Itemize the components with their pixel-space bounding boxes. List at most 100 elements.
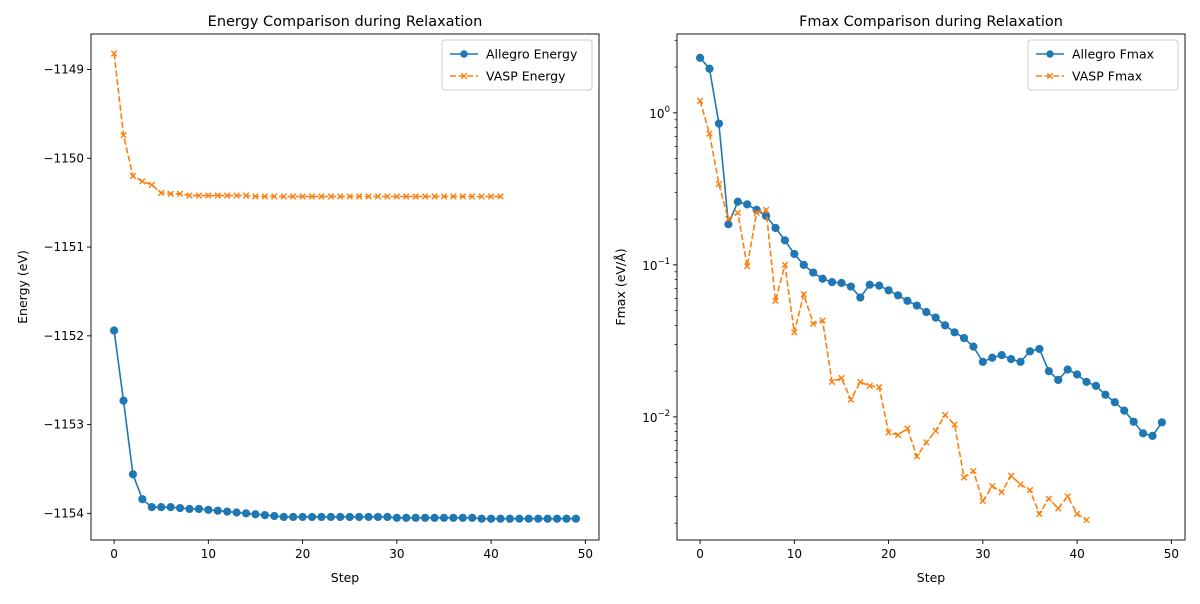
data-point: [562, 514, 571, 523]
data-point: [1129, 417, 1138, 426]
data-point: [139, 178, 146, 185]
chart-2: Fmax Comparison during Relaxation 0 10 20 30…: [613, 14, 1186, 585]
data-point: [271, 193, 278, 200]
data-point: [128, 470, 138, 479]
data-point: [355, 193, 363, 200]
data-point: [496, 514, 505, 523]
data-point: [884, 286, 893, 295]
x-tick-label: 10: [787, 547, 802, 561]
data-point: [298, 512, 307, 522]
data-point: [1017, 481, 1024, 488]
data-point: [865, 280, 874, 289]
y-tick-label: −1150: [43, 151, 84, 165]
data-point: [336, 512, 345, 522]
axes-frame: [90, 33, 600, 541]
data-point: [1157, 418, 1167, 427]
data-point: [1064, 493, 1071, 500]
data-point: [866, 382, 874, 390]
data-point: [857, 378, 864, 386]
data-point: [960, 474, 968, 481]
data-point: [733, 197, 742, 206]
data-point: [997, 350, 1006, 360]
data-point: [969, 342, 978, 351]
y-tick-label: −1152: [43, 329, 84, 343]
data-point: [505, 514, 515, 523]
data-point: [724, 220, 733, 229]
data-point: [223, 507, 232, 516]
data-point: [355, 512, 364, 522]
legend-box: [441, 39, 593, 91]
data-point: [157, 189, 165, 197]
legend: Allegro Fmax VASP Fmax: [1027, 39, 1179, 91]
data-point: [110, 50, 118, 57]
data-point: [317, 512, 326, 522]
data-point: [1091, 381, 1101, 390]
data-point: [904, 425, 911, 432]
data-point: [383, 512, 392, 522]
data-point: [299, 193, 306, 200]
data-point: [979, 497, 987, 505]
data-point: [790, 249, 799, 259]
data-point: [195, 192, 203, 199]
data-point: [875, 383, 883, 391]
y-axis-label: Energy (eV): [15, 250, 30, 324]
data-point: [913, 453, 921, 460]
data-point: [185, 504, 194, 514]
data-point: [791, 329, 798, 336]
data-point: [772, 297, 779, 305]
x-tick-label: 20: [881, 547, 896, 561]
data-point: [431, 193, 438, 200]
x-tick-label: 0: [696, 547, 704, 561]
data-point: [725, 215, 732, 223]
data-point: [486, 514, 496, 523]
data-point: [809, 320, 817, 328]
data-point: [706, 130, 713, 137]
x-axis-label: Step: [331, 570, 360, 585]
data-point: [411, 513, 420, 522]
data-point: [175, 503, 185, 513]
data-point: [373, 512, 383, 522]
data-point: [412, 193, 419, 200]
data-point: [1063, 365, 1072, 374]
data-point: [941, 411, 949, 419]
data-point: [894, 431, 902, 439]
data-point: [762, 206, 770, 214]
data-point: [421, 193, 429, 200]
data-point: [1138, 429, 1148, 438]
data-point: [336, 193, 344, 200]
data-point: [214, 192, 222, 199]
legend-marker: [460, 50, 468, 58]
data-point: [1036, 510, 1043, 518]
data-point: [1072, 370, 1082, 379]
data-point: [251, 510, 260, 519]
legend-marker: [1046, 72, 1054, 80]
data-point: [847, 396, 855, 403]
x-axis-label: Step: [917, 570, 946, 585]
data-point: [439, 513, 449, 522]
data-point: [430, 513, 439, 522]
legend-marker: [1046, 50, 1054, 58]
data-point: [885, 429, 892, 436]
data-point: [515, 514, 524, 523]
y-tick-label: 100: [649, 105, 670, 121]
data-point: [912, 301, 921, 310]
data-point: [571, 514, 581, 523]
data-point: [365, 193, 372, 200]
data-point: [119, 396, 128, 405]
data-point: [232, 508, 241, 517]
data-point: [819, 317, 826, 324]
data-point: [459, 193, 467, 200]
data-point: [951, 421, 958, 428]
data-point: [497, 193, 504, 200]
y-tick-label: 10−1: [642, 257, 670, 273]
data-point: [893, 291, 903, 300]
series-line: [113, 53, 501, 198]
data-point: [421, 513, 430, 522]
data-point: [998, 488, 1005, 496]
data-point: [307, 512, 317, 522]
y-tick-label: −1154: [43, 506, 84, 520]
data-point: [1045, 495, 1053, 502]
data-point: [714, 119, 724, 128]
data-point: [477, 514, 486, 523]
chart-title: Fmax Comparison during Relaxation: [799, 14, 1063, 30]
